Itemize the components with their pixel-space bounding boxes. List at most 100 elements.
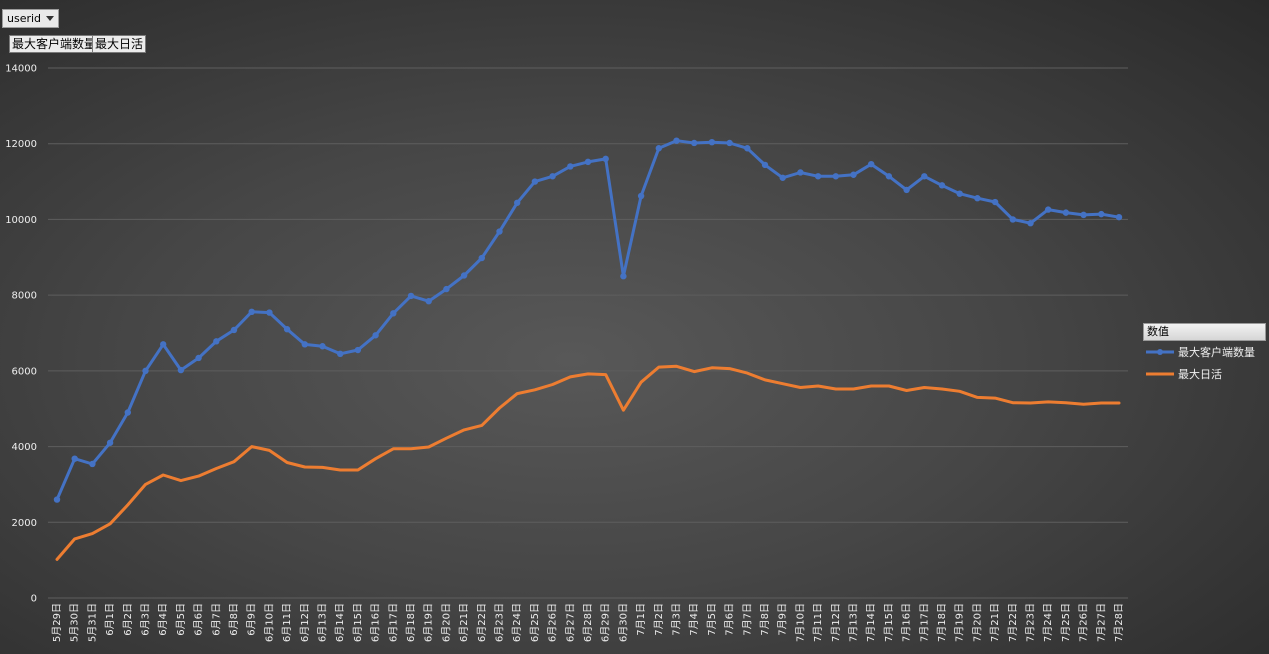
data-point[interactable] [160, 341, 167, 348]
data-point[interactable] [71, 455, 78, 462]
data-point[interactable] [691, 139, 698, 147]
legend-title[interactable]: 数值 [1143, 323, 1266, 341]
data-point[interactable] [1115, 213, 1123, 221]
legend: 数值 最大客户端数量 最大日活 [1143, 323, 1266, 385]
data-point[interactable] [1062, 209, 1070, 216]
data-point[interactable] [726, 139, 733, 147]
data-point[interactable] [974, 195, 981, 202]
data-point[interactable] [53, 496, 61, 503]
data-point[interactable] [248, 308, 255, 315]
series-line-1[interactable] [55, 364, 1121, 561]
data-point[interactable] [354, 346, 362, 354]
x-tick-label: 6月29日 [600, 603, 612, 642]
x-tick-label: 6月23日 [494, 603, 506, 642]
data-point[interactable] [177, 366, 185, 374]
data-point[interactable] [1027, 220, 1034, 227]
x-tick-label: 7月10日 [794, 603, 806, 642]
data-point[interactable] [832, 173, 839, 180]
data-point[interactable] [956, 190, 963, 197]
x-tick-label: 7月11日 [812, 603, 824, 642]
field-button-max-clients[interactable]: 最大客户端数量 [9, 35, 100, 53]
legend-line-icon [1146, 372, 1174, 376]
x-tick-label: 7月6日 [724, 603, 736, 636]
x-tick-label: 6月15日 [352, 603, 364, 642]
data-point[interactable] [283, 326, 291, 333]
data-point[interactable] [868, 160, 875, 168]
y-tick-label: 4000 [12, 442, 37, 453]
data-point[interactable] [1045, 206, 1052, 213]
data-point[interactable] [673, 137, 680, 144]
x-tick-label: 6月1日 [104, 603, 116, 636]
data-point[interactable] [337, 350, 344, 358]
legend-label-max-clients: 最大客户端数量 [1178, 346, 1255, 359]
data-point[interactable] [443, 285, 450, 293]
x-tick-label: 6月8日 [228, 603, 240, 636]
data-point[interactable] [213, 338, 220, 345]
data-point[interactable] [921, 173, 928, 180]
data-point[interactable] [938, 182, 946, 189]
data-point[interactable] [708, 139, 716, 146]
data-point[interactable] [106, 439, 114, 446]
x-tick-label: 6月17日 [387, 603, 399, 642]
x-tick-label: 6月16日 [370, 603, 382, 642]
data-point[interactable] [407, 292, 415, 300]
data-point[interactable] [655, 145, 662, 152]
x-tick-label: 7月25日 [1060, 603, 1072, 642]
data-point[interactable] [602, 155, 609, 163]
data-point[interactable] [142, 367, 149, 375]
x-tick-label: 6月20日 [440, 603, 452, 642]
data-point[interactable] [885, 173, 893, 180]
data-point[interactable] [460, 272, 468, 279]
data-point[interactable] [567, 163, 574, 170]
data-point[interactable] [89, 460, 96, 468]
data-point[interactable] [478, 254, 485, 262]
data-point[interactable] [1098, 210, 1105, 218]
data-point[interactable] [779, 174, 786, 181]
data-point[interactable] [1080, 211, 1087, 219]
data-point[interactable] [319, 343, 326, 350]
data-point[interactable] [991, 198, 999, 206]
data-point[interactable] [850, 171, 857, 178]
data-point[interactable] [195, 354, 202, 362]
data-point[interactable] [549, 173, 556, 180]
x-tick-label: 6月4日 [157, 603, 169, 636]
data-point[interactable] [903, 186, 910, 194]
legend-entry-max-dau[interactable]: 最大日活 [1143, 363, 1266, 385]
x-tick-label: 6月19日 [423, 603, 435, 642]
data-point[interactable] [584, 158, 592, 166]
data-point[interactable] [1009, 216, 1016, 223]
data-point[interactable] [620, 273, 627, 280]
data-point[interactable] [744, 145, 751, 152]
x-tick-label: 6月5日 [175, 603, 187, 636]
x-tick-label: 5月31日 [86, 603, 98, 642]
x-tick-label: 6月9日 [246, 603, 258, 636]
x-tick-label: 6月3日 [140, 603, 152, 636]
data-point[interactable] [390, 310, 397, 317]
x-tick-label: 7月2日 [653, 603, 665, 636]
x-tick-label: 7月21日 [989, 603, 1001, 642]
data-point[interactable] [372, 332, 379, 339]
x-tick-label: 7月1日 [635, 603, 647, 636]
data-point[interactable] [637, 192, 645, 200]
data-point[interactable] [761, 161, 769, 169]
legend-entry-max-clients[interactable]: 最大客户端数量 [1143, 341, 1266, 363]
data-point[interactable] [797, 169, 804, 176]
field-button-max-dau[interactable]: 最大日活 [92, 35, 147, 53]
data-point[interactable] [230, 326, 238, 334]
data-point[interactable] [425, 298, 432, 305]
x-tick-label: 7月12日 [830, 603, 842, 642]
data-point[interactable] [266, 309, 273, 316]
data-point[interactable] [514, 199, 521, 206]
data-point[interactable] [531, 178, 539, 185]
x-tick-label: 7月17日 [918, 603, 930, 642]
data-point[interactable] [814, 173, 822, 180]
data-point[interactable] [301, 341, 308, 348]
data-point[interactable] [496, 228, 503, 235]
x-tick-label: 6月18日 [405, 603, 417, 642]
x-tick-label: 6月2日 [122, 603, 134, 636]
userid-filter-button[interactable]: userid [2, 9, 60, 28]
data-point[interactable] [124, 409, 131, 416]
y-tick-label: 14000 [5, 64, 37, 75]
